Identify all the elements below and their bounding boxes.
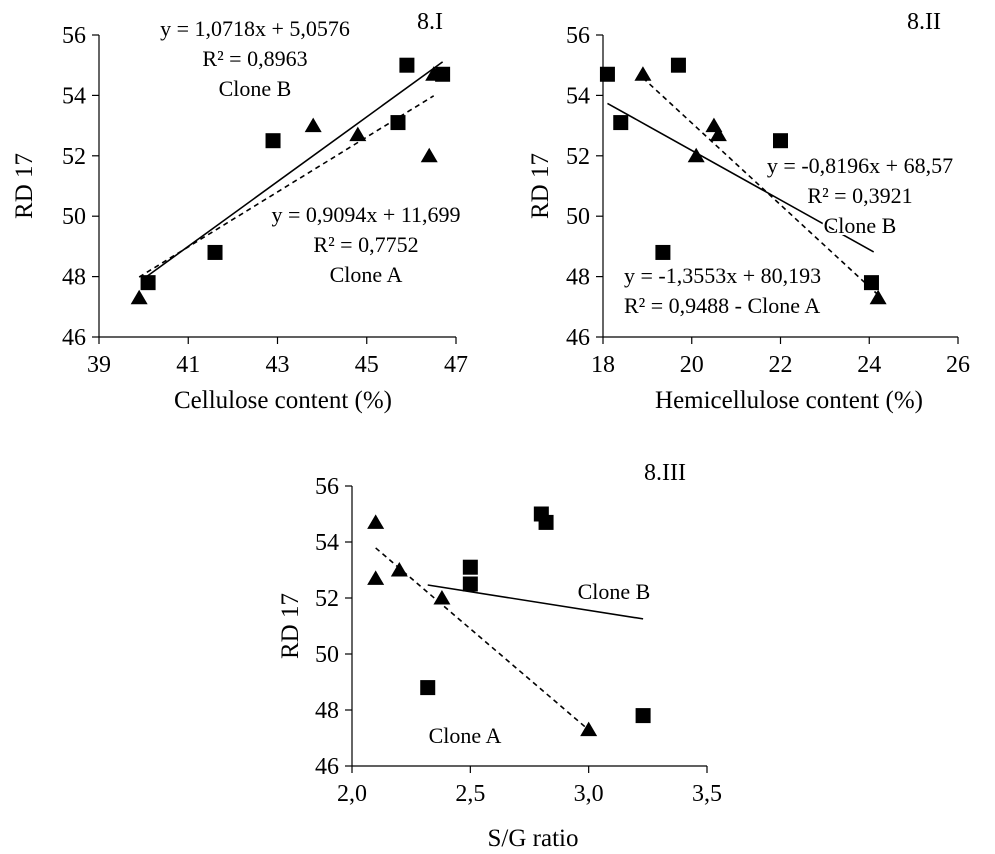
y-tick-label: 46 (315, 754, 339, 780)
series-label: Clone B (578, 579, 651, 604)
data-point-clone-a (433, 590, 450, 605)
data-point-clone-b (671, 58, 686, 73)
data-point-clone-a (870, 290, 887, 305)
x-axis-title: Cellulose content (%) (174, 387, 392, 414)
data-point-clone-b (636, 708, 651, 723)
x-tick-label: 3,0 (574, 781, 604, 807)
trend-equation: y = 1,0718x + 5,0576 (160, 16, 350, 41)
y-tick-label: 56 (566, 23, 590, 49)
x-tick-label: 22 (769, 352, 793, 378)
r-squared: R² = 0,7752 (313, 232, 418, 257)
data-point-clone-b (600, 67, 615, 82)
y-tick-label: 48 (566, 265, 590, 291)
data-point-clone-b (463, 560, 478, 575)
series-label: Clone A (330, 262, 403, 287)
y-tick-label: 56 (315, 474, 339, 500)
y-tick-label: 50 (62, 204, 86, 230)
data-point-clone-a (391, 562, 408, 577)
data-point-clone-b (390, 115, 405, 130)
panel-label: 8.III (644, 460, 686, 486)
y-tick-label: 50 (315, 642, 339, 668)
y-axis-title: RD 17 (11, 153, 38, 219)
x-tick-label: 20 (680, 352, 704, 378)
y-tick-label: 46 (566, 325, 590, 351)
r-squared: R² = 0,8963 (202, 46, 307, 71)
y-axis-title: RD 17 (277, 593, 304, 659)
data-point-clone-b (399, 58, 414, 73)
x-tick-label: 47 (444, 352, 468, 378)
y-tick-label: 52 (566, 144, 590, 170)
x-tick-label: 39 (87, 352, 111, 378)
series-label: Clone B (824, 213, 897, 238)
data-point-clone-b (864, 275, 879, 290)
data-point-clone-b (655, 245, 670, 260)
x-tick-label: 45 (355, 352, 379, 378)
data-point-clone-a (349, 127, 366, 142)
y-tick-label: 54 (315, 530, 339, 556)
data-point-clone-b (266, 133, 281, 148)
trend-equation: y = -0,8196x + 68,57 (767, 153, 953, 178)
r-squared: R² = 0,3921 (807, 183, 912, 208)
data-point-clone-a (634, 66, 651, 81)
panel-label: 8.I (417, 9, 443, 35)
data-point-clone-a (367, 570, 384, 585)
data-point-clone-a (367, 514, 384, 529)
y-tick-label: 52 (315, 586, 339, 612)
y-tick-label: 46 (62, 325, 86, 351)
data-point-clone-b (539, 515, 554, 530)
data-point-clone-b (420, 680, 435, 695)
y-tick-label: 56 (62, 23, 86, 49)
trend-equation: y = 0,9094x + 11,699 (272, 202, 461, 227)
x-tick-label: 18 (591, 352, 615, 378)
data-point-clone-b (463, 577, 478, 592)
data-point-clone-b (613, 115, 628, 130)
x-axis-title: Hemicellulose content (%) (655, 387, 923, 414)
data-point-clone-b (773, 133, 788, 148)
x-tick-label: 24 (857, 352, 881, 378)
trend-equation: y = -1,3553x + 80,193 (624, 263, 821, 288)
panel-label: 8.II (907, 9, 941, 35)
r-squared: R² = 0,9488 - Clone A (624, 293, 820, 318)
panel-8-i: 46 48 50 52 54 56 39 41 43 45 47 Cellulose content … (11, 9, 468, 414)
x-tick-label: 2,0 (337, 781, 367, 807)
x-tick-label: 2,5 (455, 781, 485, 807)
x-tick-label: 3,5 (692, 781, 722, 807)
x-tick-label: 41 (176, 352, 200, 378)
panel-8-iii: 46 48 50 52 54 56 2,0 2,5 3,0 3,5 S/G ratio RD 17 8.… (277, 460, 722, 852)
x-tick-label: 26 (946, 352, 970, 378)
panel-8-ii: 46 48 50 52 54 56 18 20 22 24 26 Hemicellulose cont… (527, 9, 970, 414)
series-label: Clone B (219, 76, 292, 101)
y-tick-label: 52 (62, 144, 86, 170)
y-tick-label: 50 (566, 204, 590, 230)
y-tick-label: 48 (315, 698, 339, 724)
y-axis-title: RD 17 (527, 153, 554, 219)
data-point-clone-a (421, 148, 438, 163)
y-tick-label: 48 (62, 265, 86, 291)
data-point-clone-a (131, 290, 148, 305)
x-tick-label: 43 (266, 352, 290, 378)
trendline-clone-a (376, 548, 589, 730)
x-axis-title: S/G ratio (488, 825, 579, 852)
data-point-clone-b (141, 275, 156, 290)
y-tick-label: 54 (62, 83, 86, 109)
data-point-clone-b (208, 245, 223, 260)
y-tick-label: 54 (566, 83, 590, 109)
data-point-clone-b (435, 67, 450, 82)
series-label: Clone A (429, 723, 502, 748)
data-point-clone-a (305, 118, 322, 133)
